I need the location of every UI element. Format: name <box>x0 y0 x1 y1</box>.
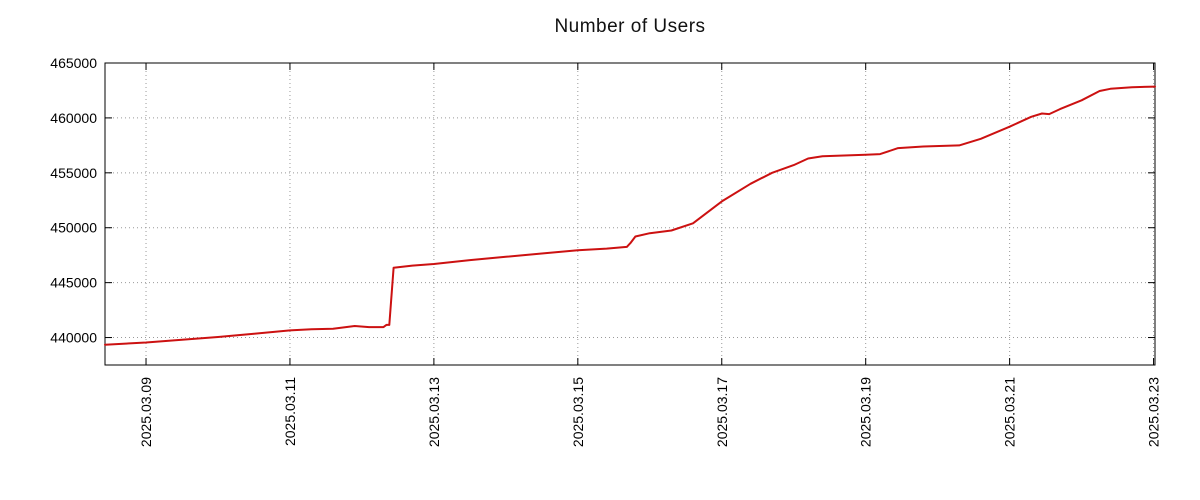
y-tick-label: 440000 <box>50 330 97 346</box>
y-tick-label: 465000 <box>50 55 97 71</box>
y-tick-label: 460000 <box>50 110 97 126</box>
x-tick-label: 2025.03.17 <box>714 377 730 447</box>
x-tick-label: 2025.03.11 <box>282 377 298 446</box>
chart-title: Number of Users <box>554 16 706 37</box>
x-tick-label: 2025.03.15 <box>570 377 586 447</box>
x-tick-label: 2025.03.09 <box>138 377 154 447</box>
y-tick-label: 450000 <box>50 220 97 236</box>
x-tick-label: 2025.03.19 <box>858 377 874 447</box>
data-line-users <box>104 85 1156 346</box>
x-tick-label: 2025.03.23 <box>1146 377 1162 447</box>
x-tick-label: 2025.03.21 <box>1002 377 1018 447</box>
y-tick-label: 455000 <box>50 165 97 181</box>
x-tick-label: 2025.03.13 <box>426 377 442 447</box>
y-tick-label: 445000 <box>50 275 97 291</box>
plot-border <box>104 62 1156 366</box>
